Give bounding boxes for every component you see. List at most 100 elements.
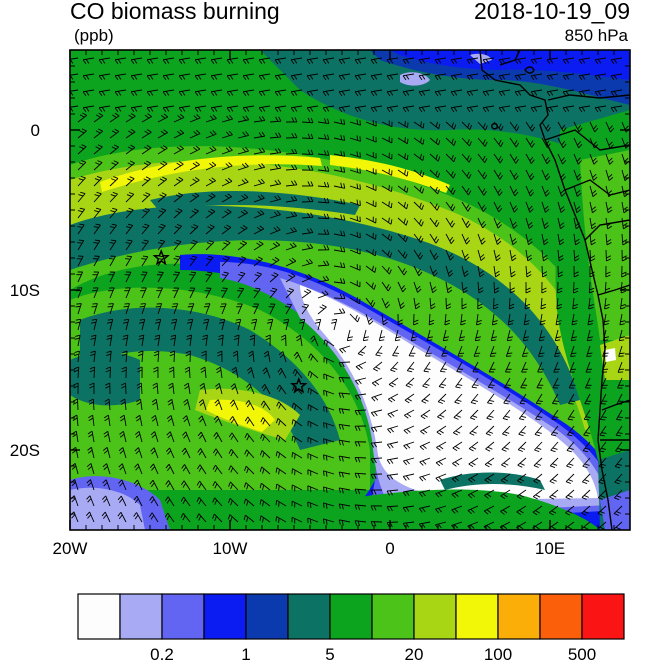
wind-barb-flag bbox=[275, 132, 279, 138]
wind-barb-flag bbox=[85, 91, 90, 96]
wind-barb-flag bbox=[422, 444, 427, 449]
wind-barb-flag bbox=[165, 447, 170, 452]
wind-barb-flag bbox=[373, 427, 378, 432]
wind-barb-flag bbox=[449, 220, 454, 226]
wind-barb-flag bbox=[149, 107, 154, 112]
wind-barb-flag bbox=[89, 382, 95, 386]
wind-barb bbox=[250, 367, 255, 379]
wind-barb-flag bbox=[257, 256, 263, 260]
wind-barb-flag bbox=[455, 445, 460, 450]
wind-barb bbox=[276, 450, 287, 459]
wind-barb bbox=[104, 511, 111, 523]
wind-barb bbox=[211, 105, 223, 109]
wind-barb bbox=[333, 297, 346, 300]
wind-barb bbox=[221, 134, 233, 139]
wind-barb bbox=[468, 457, 479, 465]
wind-barb-flag bbox=[415, 305, 421, 310]
wind-barb bbox=[381, 169, 392, 176]
wind-barb bbox=[91, 431, 95, 443]
wind-barb bbox=[477, 153, 486, 163]
wind-barb bbox=[381, 153, 392, 160]
wind-barb bbox=[199, 480, 207, 491]
wind-barb bbox=[451, 505, 463, 511]
wind-barb-flag bbox=[544, 189, 549, 194]
wind-barb-flag bbox=[616, 495, 622, 498]
wind-barb-flag bbox=[209, 131, 214, 136]
wind-barb bbox=[301, 121, 314, 124]
wind-barb bbox=[550, 425, 559, 435]
wind-barb bbox=[567, 409, 575, 420]
wind-barb-flag bbox=[181, 91, 186, 96]
wind-barb-flag bbox=[338, 91, 343, 97]
wind-barb-flag bbox=[323, 438, 325, 444]
wind-barb-flag bbox=[230, 451, 234, 457]
wind-barb-flag bbox=[437, 523, 442, 529]
wind-barb-flag bbox=[435, 493, 440, 498]
wind-barb-flag bbox=[308, 258, 313, 264]
wind-barb-flag bbox=[594, 75, 599, 81]
wind-barb bbox=[237, 303, 243, 315]
wind-barb-flag bbox=[198, 434, 203, 439]
wind-barb-flag bbox=[294, 164, 298, 170]
wind-barb-flag bbox=[422, 139, 425, 145]
wind-barb-flag bbox=[602, 355, 608, 357]
wind-barb-flag bbox=[599, 434, 605, 437]
wind-barb bbox=[581, 473, 591, 483]
wind-barb bbox=[573, 153, 579, 165]
wind-barb-flag bbox=[587, 323, 593, 326]
wind-barb bbox=[621, 233, 624, 246]
wind-barb-flag bbox=[102, 463, 107, 468]
wind-barb-flag bbox=[574, 258, 580, 262]
wind-barb-flag bbox=[433, 236, 438, 241]
wind-barb-flag bbox=[94, 210, 100, 213]
wind-barb-flag bbox=[94, 239, 100, 242]
wind-barb bbox=[413, 217, 422, 227]
wind-barb-flag bbox=[519, 402, 525, 405]
wind-barb bbox=[509, 169, 516, 180]
wind-barb-flag bbox=[451, 154, 454, 160]
wind-barb-flag bbox=[435, 238, 440, 244]
wind-barb bbox=[483, 57, 495, 61]
wind-barb bbox=[138, 447, 143, 459]
wind-barb-flag bbox=[197, 91, 202, 96]
wind-barb bbox=[152, 479, 159, 491]
wind-barb-flag bbox=[228, 130, 233, 136]
wind-barb-flag bbox=[546, 159, 551, 165]
wind-barb bbox=[371, 425, 383, 429]
wind-barb-flag bbox=[438, 123, 441, 129]
wind-barb-flag bbox=[466, 75, 471, 81]
wind-barb bbox=[237, 181, 249, 187]
wind-barb-flag bbox=[218, 321, 225, 324]
wind-barb-flag bbox=[72, 433, 78, 438]
wind-barb-flag bbox=[171, 318, 177, 321]
wind-barb bbox=[91, 447, 95, 459]
wind-barb-flag bbox=[616, 479, 622, 482]
wind-barb-flag bbox=[92, 303, 98, 305]
wind-barb-flag bbox=[106, 353, 112, 357]
wind-barb-flag bbox=[371, 282, 374, 288]
wind-barb bbox=[221, 257, 230, 267]
wind-barb bbox=[381, 137, 393, 144]
wind-barb-flag bbox=[338, 362, 342, 368]
colorbar-label: 0.2 bbox=[150, 645, 174, 664]
wind-barb bbox=[307, 501, 319, 507]
wind-barb bbox=[365, 185, 377, 191]
wind-barb bbox=[333, 217, 345, 221]
wind-barb bbox=[243, 105, 255, 109]
wind-barb bbox=[536, 377, 543, 388]
wind-barb-flag bbox=[294, 148, 298, 154]
wind-barb bbox=[520, 377, 527, 388]
wind-barb-flag bbox=[145, 176, 151, 180]
wind-barb bbox=[77, 146, 87, 155]
wind-barb bbox=[217, 399, 223, 411]
wind-barb bbox=[294, 368, 303, 379]
wind-barb-flag bbox=[372, 302, 376, 308]
wind-barb bbox=[107, 431, 111, 443]
wind-barb-flag bbox=[406, 203, 409, 209]
wind-barb-flag bbox=[210, 193, 216, 197]
wind-barb-flag bbox=[427, 339, 433, 342]
wind-barb bbox=[253, 119, 265, 123]
wind-barb-flag bbox=[323, 339, 326, 345]
wind-barb bbox=[387, 457, 399, 461]
wind-barb bbox=[403, 425, 415, 431]
